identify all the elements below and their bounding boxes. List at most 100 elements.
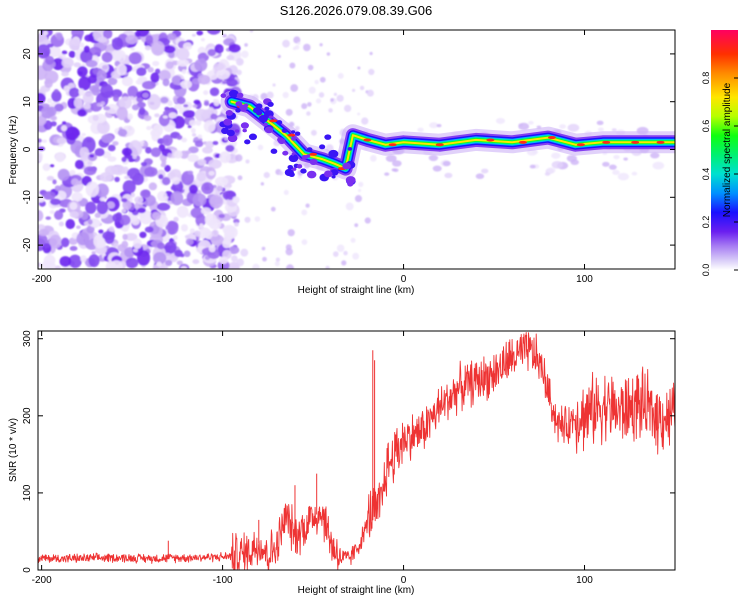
noise-blob: [150, 222, 155, 226]
signal-ridge: [219, 90, 675, 187]
noise-blob: [166, 61, 174, 69]
noise-blob: [101, 134, 113, 143]
noise-blob: [180, 80, 192, 89]
noise-blob: [122, 157, 127, 162]
noise-blob: [222, 81, 227, 84]
ridge-clump: [287, 165, 293, 169]
noise-blob: [201, 182, 214, 194]
noise-blob: [261, 182, 264, 185]
noise-blob: [602, 162, 609, 167]
noise-blob: [271, 207, 276, 212]
noise-blob: [156, 261, 161, 266]
figure: S126.2026.079.08.39.G06 -200 -100 0 100 201…: [0, 0, 750, 600]
ridge-clump: [264, 123, 268, 126]
ridge-clump: [235, 108, 241, 112]
noise-blob: [114, 177, 119, 182]
noise-blob: [108, 145, 116, 152]
ridge-clump: [328, 150, 338, 158]
noise-blob: [144, 167, 157, 177]
noise-blob: [145, 147, 151, 154]
noise-blob: [272, 83, 275, 86]
noise-blob: [172, 75, 182, 85]
noise-blob: [112, 37, 123, 50]
ridge-clump: [295, 132, 300, 136]
noise-blob: [559, 124, 566, 129]
noise-blob: [551, 153, 560, 159]
noise-blob: [97, 240, 107, 248]
noise-blob: [93, 115, 99, 121]
noise-blob: [311, 130, 317, 136]
noise-blob: [52, 179, 56, 184]
ridge-clump: [242, 129, 246, 133]
noise-blob: [42, 163, 50, 171]
noise-blob: [36, 139, 42, 143]
ridge-clump: [306, 154, 311, 158]
noise-blob: [136, 67, 146, 76]
noise-blob: [355, 195, 362, 202]
noise-blob: [231, 246, 236, 251]
noise-blob: [417, 128, 423, 132]
y-tick-label: 0: [22, 567, 33, 573]
noise-blob: [131, 193, 135, 198]
noise-blob: [33, 93, 45, 104]
noise-blob: [100, 84, 113, 98]
noise-blob: [191, 128, 196, 133]
noise-blob: [88, 75, 97, 84]
ridge-clump: [324, 134, 331, 140]
noise-blob: [43, 244, 50, 248]
ridge-peak: [548, 136, 556, 139]
noise-blob: [51, 116, 57, 120]
noise-blob: [262, 257, 267, 262]
y-tick-label: 20: [22, 48, 33, 60]
ridge-clump: [282, 151, 288, 156]
noise-blob: [84, 34, 94, 41]
ridge-peak: [363, 138, 371, 141]
noise-blob: [162, 177, 171, 185]
noise-blob: [83, 92, 94, 104]
noise-blob: [316, 98, 321, 103]
noise-blob: [305, 203, 309, 207]
noise-blob: [161, 160, 166, 165]
noise-blob: [78, 88, 84, 95]
noise-blob: [69, 51, 76, 58]
noise-blob: [286, 244, 292, 250]
noise-blob: [262, 247, 266, 251]
noise-blob: [302, 239, 308, 245]
noise-blob: [144, 115, 152, 121]
noise-blob: [197, 134, 202, 138]
noise-blob: [76, 226, 80, 229]
noise-blob: [58, 169, 70, 181]
noise-blob: [393, 168, 398, 172]
ridge-clump: [297, 164, 303, 168]
noise-blob: [186, 238, 194, 245]
noise-blob: [297, 42, 300, 45]
noise-blob: [255, 216, 261, 222]
noise-blob: [357, 66, 360, 69]
noise-blob: [116, 64, 126, 76]
noise-blob: [307, 102, 312, 107]
noise-blob: [209, 218, 222, 229]
noise-blob: [54, 89, 59, 93]
noise-blob: [92, 251, 96, 254]
noise-blob: [103, 106, 110, 110]
ridge-clump: [294, 154, 298, 157]
noise-blob: [365, 217, 371, 223]
noise-blob: [199, 223, 203, 227]
noise-blob: [81, 133, 85, 136]
ridge-peak: [602, 141, 610, 144]
noise-blob: [61, 238, 69, 248]
noise-blob: [229, 44, 241, 53]
noise-blob: [286, 264, 294, 272]
noise-blob: [623, 157, 628, 160]
noise-blob: [289, 63, 295, 69]
noise-blob: [55, 153, 65, 162]
noise-blob: [34, 210, 43, 221]
noise-blob: [210, 195, 224, 208]
noise-blob: [211, 235, 224, 246]
ridge-clump: [223, 119, 232, 126]
noise-blob: [61, 71, 69, 76]
ridge-clump: [291, 137, 296, 141]
noise-blob: [343, 251, 347, 255]
noise-blob: [86, 182, 100, 198]
noise-blob: [444, 173, 452, 178]
